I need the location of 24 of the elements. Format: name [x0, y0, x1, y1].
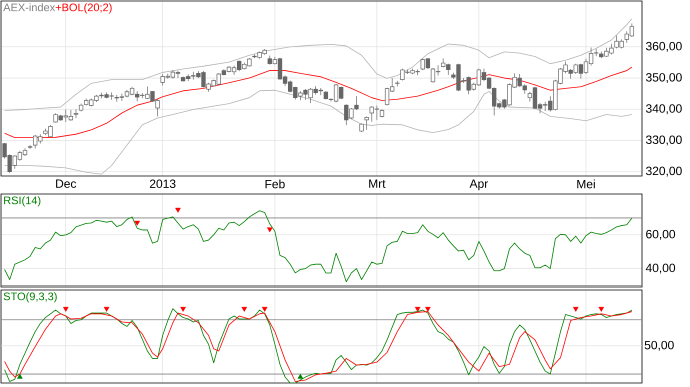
x-tick-label: Mrt [369, 180, 386, 188]
line-series [4, 18, 632, 111]
chart-title: AEX-index [3, 3, 56, 12]
y-tick-label: 320,00 [646, 166, 682, 177]
point [134, 220, 140, 226]
line-series [4, 210, 632, 282]
candlestick [364, 116, 369, 130]
y-tick-label: 350,00 [646, 73, 682, 83]
text: RSI(14) [4, 196, 40, 206]
x-tick-label: Mei [577, 180, 595, 188]
text: 50,00 [644, 340, 674, 351]
x-tick-label: 2013 [150, 180, 176, 188]
x-tick-label: Feb [266, 180, 285, 188]
x-tick-label: Apr [470, 180, 488, 190]
x-tick-label: Dec [56, 180, 76, 188]
point [266, 227, 273, 232]
y-tick-label: 340,00 [646, 104, 682, 114]
y-tick-label: 360,00 [646, 42, 682, 52]
text: +BOL(20;2) [56, 3, 112, 14]
point [175, 208, 181, 213]
y-tick-label: 330,00 [646, 135, 682, 146]
y-tick-label: 40,00 [646, 264, 676, 274]
y-tick-label: 60,00 [646, 230, 676, 240]
series-label: STO(9,3,3) [4, 292, 57, 302]
